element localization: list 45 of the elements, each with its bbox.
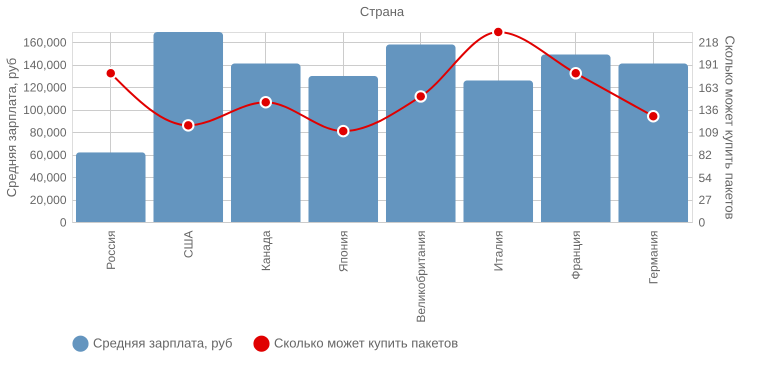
y2-tick-label: 136: [698, 103, 719, 118]
y-tick-label: 100,000: [23, 103, 67, 118]
point: [260, 96, 272, 108]
point: [647, 110, 660, 122]
y-tick-label: 40,000: [30, 170, 67, 185]
y2-tick-label: 27: [698, 193, 712, 208]
y-tick-label: 160,000: [23, 36, 67, 50]
y2-tick-label: 109: [698, 125, 719, 140]
legend-label: Сколько может купить пакетов: [274, 336, 458, 351]
y2-axis-title: Сколько может купить пакетов: [722, 35, 738, 220]
bar: [230, 63, 301, 222]
y-axis-title: Средняя зарплата, руб: [4, 58, 20, 198]
x-tick-label: Великобритания: [414, 230, 428, 323]
point: [337, 124, 350, 138]
legend-label: Средняя зарплата, руб: [93, 336, 232, 351]
x-tick-label: Франция: [568, 230, 583, 280]
x-tick-label: Канада: [258, 230, 273, 272]
y2-tick-label: 0: [698, 216, 706, 230]
x-tick-label: Россия: [104, 230, 118, 270]
bar: [76, 152, 146, 222]
x-tick-label: Италия: [491, 230, 506, 272]
y-tick-label: 0: [60, 216, 67, 230]
x-tick-label: Япония: [336, 230, 350, 272]
x-tick-label: США: [181, 230, 196, 258]
y2-tick-label: 218: [698, 35, 719, 50]
y2-tick-label: 191: [698, 58, 719, 72]
y2-tick-label: 82: [698, 148, 712, 162]
y-tick-label: 120,000: [23, 80, 67, 95]
point: [182, 119, 194, 132]
y-tick-label: 60,000: [30, 148, 67, 162]
y-tick-label: 20,000: [30, 193, 67, 208]
x-tick-label: Германия: [646, 230, 660, 284]
y2-tick-label: 163: [698, 80, 719, 95]
y2-tick-label: 54: [698, 170, 712, 185]
y-tick-label: 140,000: [23, 58, 67, 72]
bar: [618, 63, 688, 222]
bar: [308, 76, 378, 222]
bar: [463, 80, 534, 222]
x-axis-title: Страна: [360, 4, 405, 19]
point: [570, 67, 582, 80]
y-tick-label: 80,000: [30, 126, 67, 140]
bar: [540, 54, 611, 222]
bar: [153, 32, 224, 222]
bar: [386, 44, 456, 222]
point: [414, 90, 427, 103]
